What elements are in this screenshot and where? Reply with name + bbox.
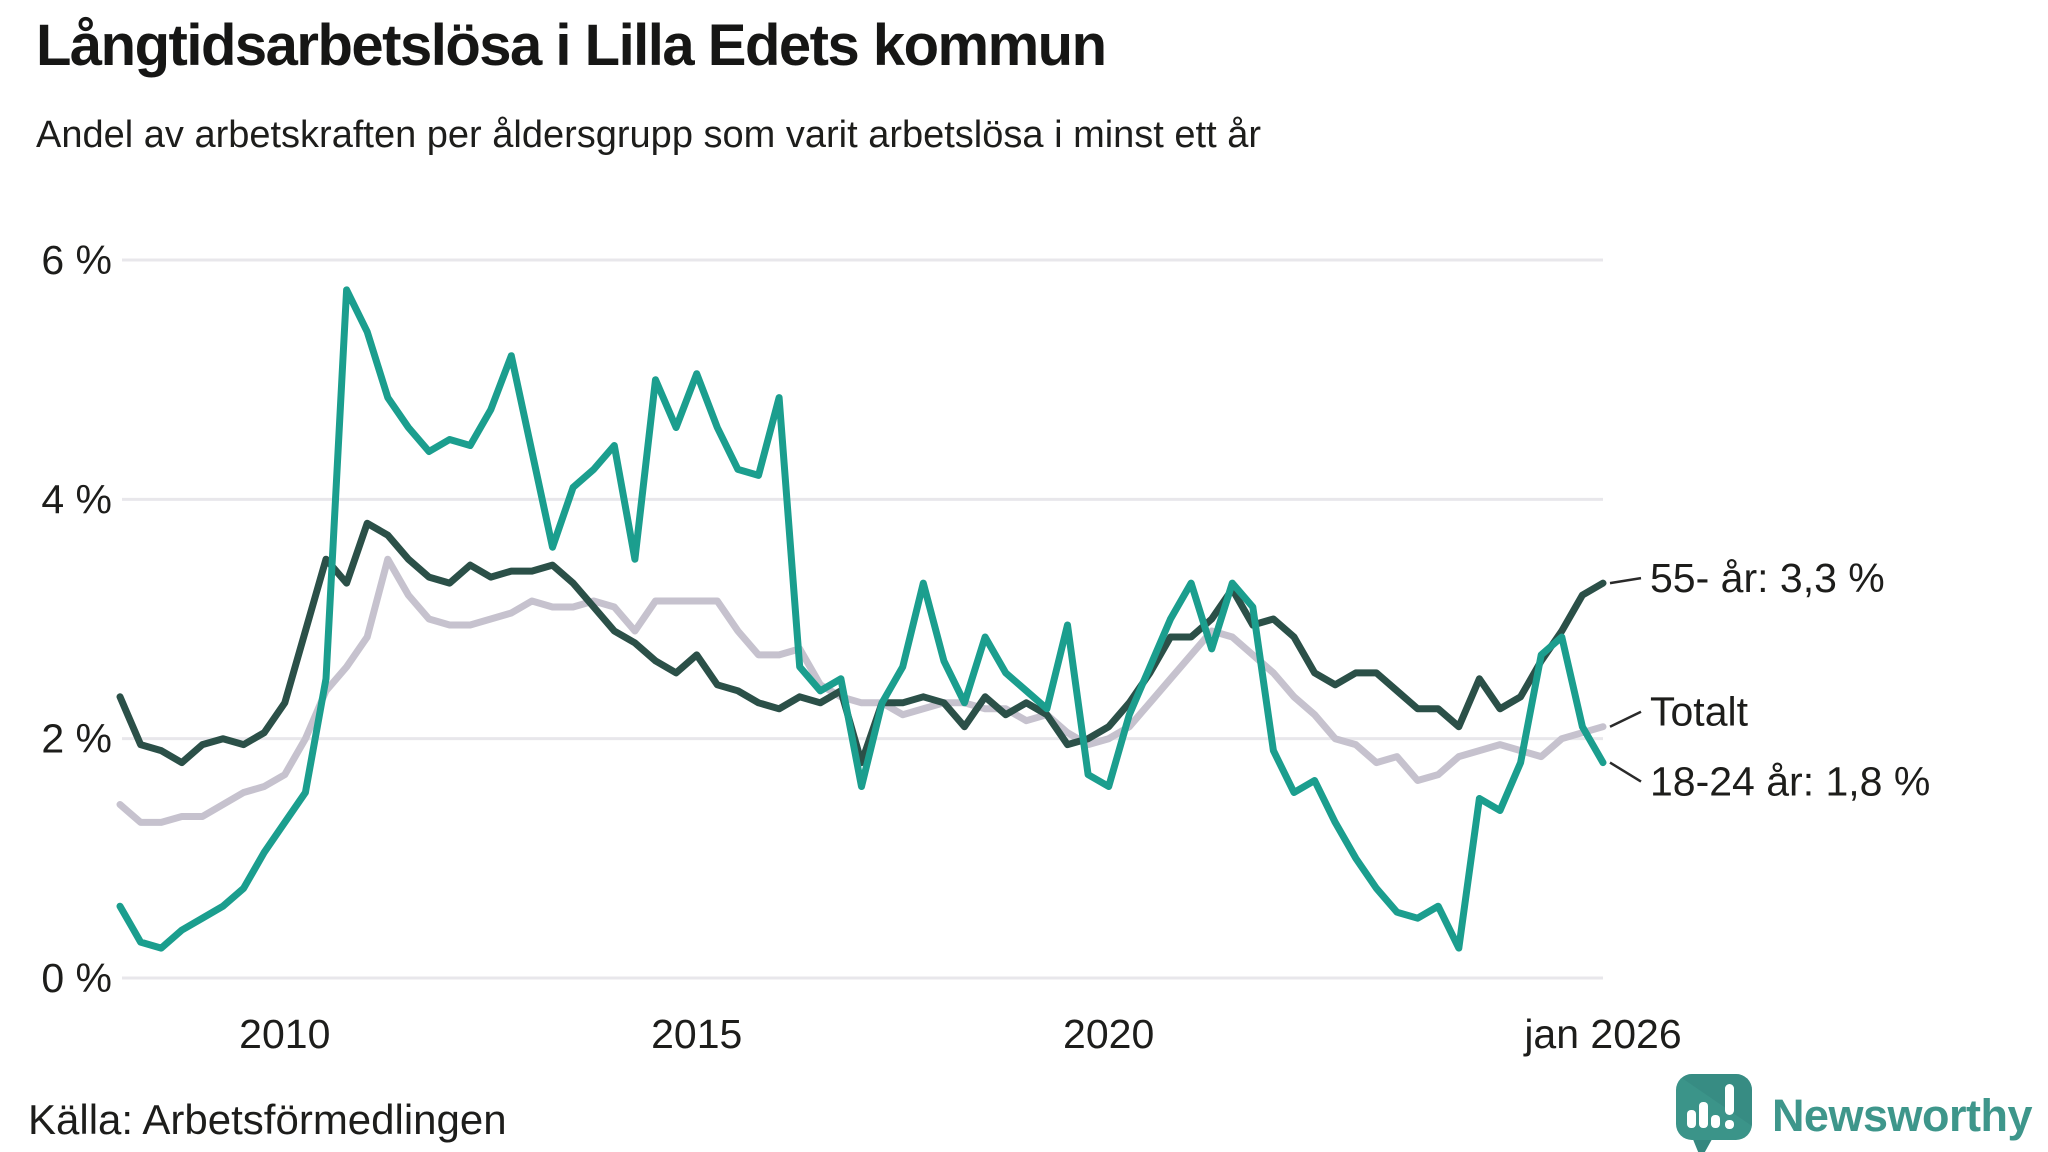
series-line-totalt	[116, 555, 1607, 826]
bar-icon-1	[1686, 1110, 1696, 1128]
exclamation-dot-icon	[1724, 1120, 1734, 1129]
x-tick-label-2010: 2010	[239, 1011, 330, 1057]
series-end-label-18-24-ar: 18-24 år: 1,8 %	[1650, 759, 1930, 805]
series-end-label-55-ar: 55- år: 3,3 %	[1650, 555, 1885, 601]
source-label: Källa: Arbetsförmedlingen	[28, 1096, 507, 1143]
x-tick-label-jan-2026: jan 2026	[1523, 1011, 1681, 1057]
bar-icon-2	[1698, 1102, 1708, 1128]
newsworthy-wordmark: Newsworthy	[1771, 1090, 2033, 1141]
y-tick-label-6pct: 6 %	[41, 237, 112, 283]
newsworthy-logo: Newsworthy	[1674, 1072, 2033, 1152]
series-label-connector-18-24-ar	[1609, 761, 1642, 783]
bar-icon-3	[1710, 1115, 1720, 1128]
page-subtitle: Andel av arbetskraften per åldersgrupp s…	[36, 114, 1262, 156]
series-label-connector-55-ar	[1609, 576, 1642, 585]
x-tick-label-2020: 2020	[1063, 1011, 1154, 1057]
series-end-label-totalt: Totalt	[1650, 689, 1749, 735]
series-line-18-24-ar	[116, 286, 1607, 952]
x-tick-label-2015: 2015	[651, 1011, 742, 1057]
page-title: Långtidsarbetslösa i Lilla Edets kommun	[36, 13, 1107, 78]
newsworthy-bubble-chart-icon	[1675, 1074, 1752, 1152]
y-tick-label-4pct: 4 %	[41, 476, 112, 522]
y-tick-label-0pct: 0 %	[41, 955, 112, 1001]
series-line-55-ar	[116, 519, 1607, 767]
series-label-connector-totalt	[1609, 710, 1642, 728]
y-tick-label-2pct: 2 %	[41, 716, 112, 762]
exclamation-bar-icon	[1724, 1084, 1734, 1115]
